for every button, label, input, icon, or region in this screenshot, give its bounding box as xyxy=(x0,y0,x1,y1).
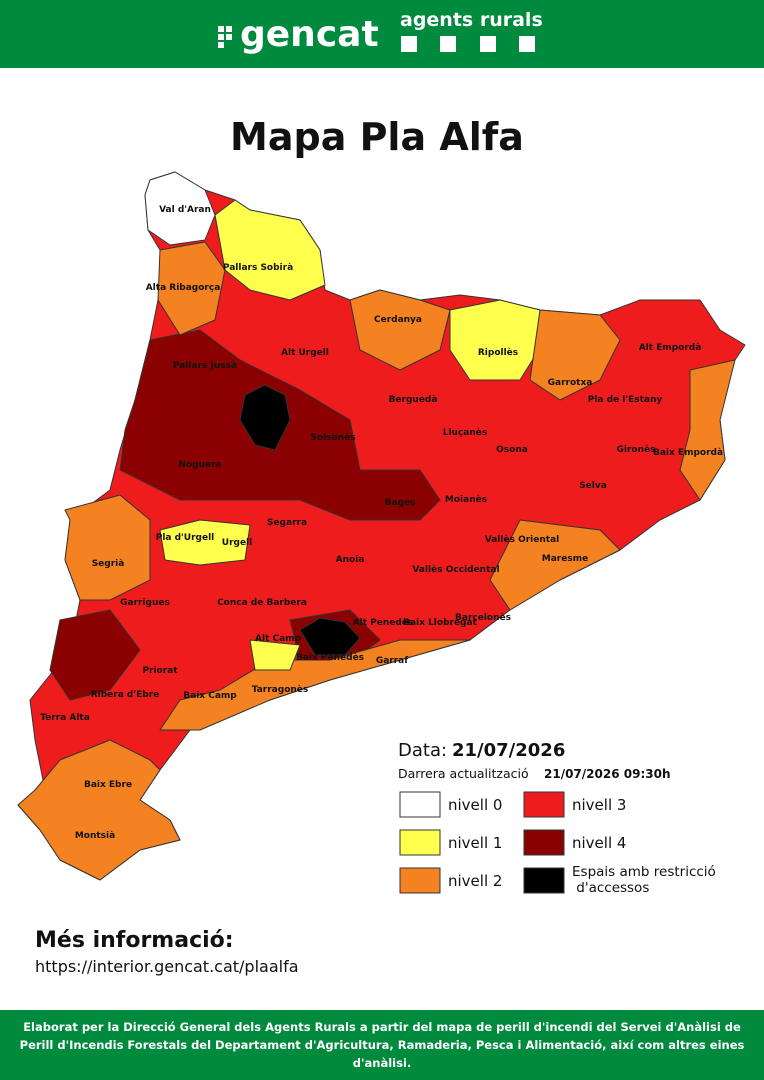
region-label: Vallès Oriental xyxy=(485,534,559,545)
region-label: Pla d'Urgell xyxy=(156,533,215,543)
legend-label: nivell 2 xyxy=(448,872,502,890)
legend: nivell 0 nivell 1 nivell 2 nivell 3 nivell 4… xyxy=(399,791,716,896)
date-value: 21/07/2026 xyxy=(452,740,565,761)
legend-swatch xyxy=(399,791,441,818)
region-label: Garrigues xyxy=(120,598,170,608)
legend-label: nivell 1 xyxy=(448,834,502,852)
region-label: Solsonès xyxy=(310,432,355,443)
legend-swatch xyxy=(399,829,441,856)
region-label: Tarragonès xyxy=(252,684,309,695)
area xyxy=(159,639,471,731)
footer-text: Elaborat per la Direcció General dels Ag… xyxy=(19,1020,745,1070)
legend-label: nivell 3 xyxy=(572,796,626,814)
area xyxy=(679,359,736,501)
legend-swatch xyxy=(523,829,565,856)
region-label: Barcelonès xyxy=(455,612,511,623)
area xyxy=(49,609,141,701)
region-label: Pallars Jussà xyxy=(173,361,237,371)
restricted-area xyxy=(299,617,361,656)
legend-swatch xyxy=(523,791,565,818)
region-label: Alt Penedès xyxy=(353,617,414,628)
more-info-title: Més informació: xyxy=(35,928,234,953)
region-label: Gironès xyxy=(617,444,656,455)
header-graphic: gencat agents rurals xyxy=(218,9,543,55)
region-label: Pla de l'Estany xyxy=(588,395,663,405)
region-label: Ribera d'Ebre xyxy=(91,690,160,700)
region-label: Baix Empordà xyxy=(653,448,723,458)
area xyxy=(349,289,451,371)
restricted-area xyxy=(239,384,291,451)
region-label: Urgell xyxy=(222,538,252,548)
region-label: Baix Llobregat xyxy=(403,618,477,628)
area xyxy=(529,309,621,401)
footer-bar: Elaborat per la Direcció General dels Ag… xyxy=(0,1010,764,1080)
region-label: Montsià xyxy=(75,831,115,841)
area xyxy=(17,739,181,881)
region-label: Noguera xyxy=(178,460,221,470)
region-label: Moianès xyxy=(445,494,487,505)
area xyxy=(157,241,226,336)
region-label: Berguedà xyxy=(389,395,438,405)
area xyxy=(159,519,251,566)
title: Mapa Pla Alfa xyxy=(230,115,524,159)
region-label: Vallès Occidental xyxy=(412,564,499,575)
region-label: Ripollès xyxy=(478,347,518,358)
region-label: Val d'Aran xyxy=(159,205,211,215)
update-label: Darrera actualització xyxy=(398,766,529,781)
region-label: Cerdanya xyxy=(374,315,422,325)
region-label: Pallars Sobirà xyxy=(223,263,293,273)
brand-text: agents rurals xyxy=(400,9,543,31)
logo-text: gencat xyxy=(240,14,379,55)
region-label: Anoia xyxy=(336,555,365,565)
region-label: Priorat xyxy=(142,666,178,676)
legend-swatch xyxy=(523,867,565,894)
region-label: Conca de Barbera xyxy=(217,598,307,608)
map-areas xyxy=(17,171,746,881)
more-info-url[interactable]: https://interior.gencat.cat/plaalfa xyxy=(35,957,299,976)
region-label: Baix Ebre xyxy=(84,780,132,790)
region-label: Segrià xyxy=(92,559,125,569)
region-label: Garraf xyxy=(376,656,408,666)
area xyxy=(144,171,216,246)
region-label: Terra Alta xyxy=(40,713,90,723)
region-label: Garrotxa xyxy=(548,378,593,388)
region-label: Selva xyxy=(579,481,607,491)
region-label: Osona xyxy=(496,445,528,455)
region-label: Segarra xyxy=(267,518,307,528)
region-label: Alt Camp xyxy=(255,634,302,644)
region-label: Alt Empordà xyxy=(639,343,702,353)
date-label: Data: xyxy=(398,740,447,761)
update-value: 21/07/2026 09:30h xyxy=(544,767,670,781)
legend-swatch xyxy=(399,867,441,894)
brand-squares xyxy=(401,36,535,52)
region-label: Maresme xyxy=(542,554,588,564)
area xyxy=(64,494,151,601)
legend-label: Espais amb restricció d'accessos xyxy=(572,864,716,896)
region-label: Alt Urgell xyxy=(281,348,329,358)
header-bar: gencat agents rurals xyxy=(0,0,764,68)
region-label: Alta Ribagorça xyxy=(146,283,221,293)
region-label: Baix Camp xyxy=(183,691,237,701)
region-label: Baix Penedès xyxy=(296,652,364,663)
legend-label: nivell 4 xyxy=(572,834,626,852)
logo-icon xyxy=(218,26,232,48)
area xyxy=(489,519,621,611)
region-label: Lluçanès xyxy=(443,427,488,438)
area xyxy=(249,639,301,671)
region-label: Bages xyxy=(385,498,416,508)
area xyxy=(214,199,326,301)
legend-label: nivell 0 xyxy=(448,796,502,814)
